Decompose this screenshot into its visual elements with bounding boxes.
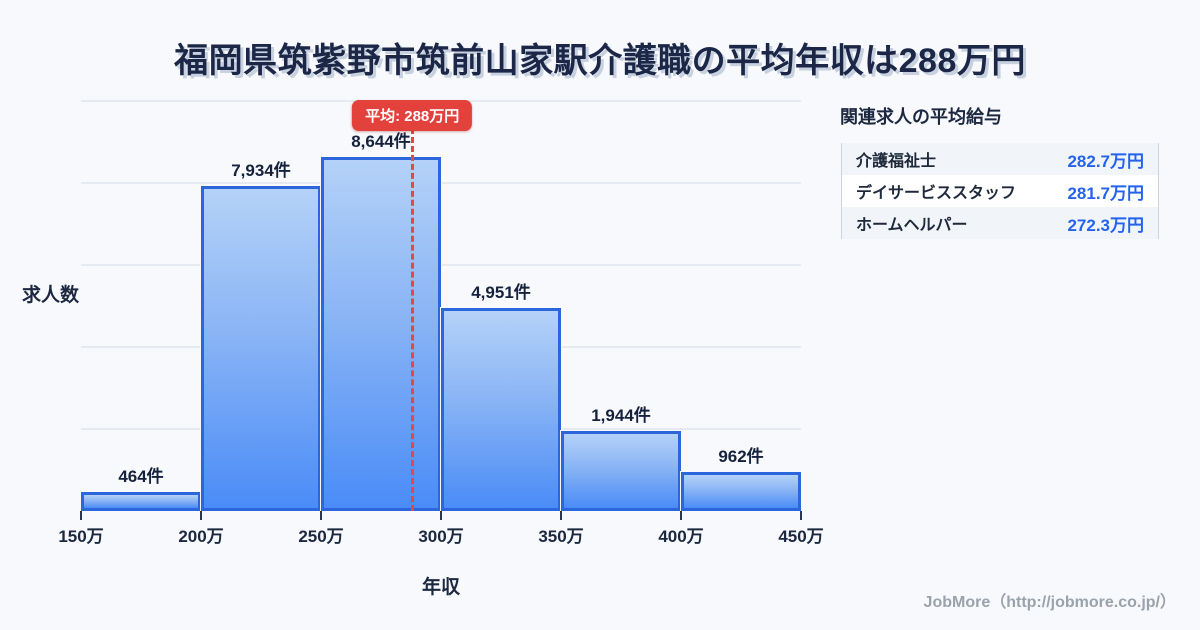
related-salaries-title: 関連求人の平均給与 [840,107,1002,127]
related-job-row: 介護福祉士 282.7万円 [842,143,1158,175]
y-axis-title: 求人数 [22,285,80,306]
gridline [81,182,801,184]
bar-value-label: 8,644件 [351,132,411,151]
x-axis-tick [80,511,82,520]
job-title: デイサービススタッフ [856,185,1017,202]
x-tick-label: 300万 [418,527,464,546]
bar-value-label: 464件 [118,467,164,486]
x-tick-label: 400万 [658,527,704,546]
histogram-bar [560,430,682,512]
x-tick-label: 150万 [58,527,104,546]
job-title: ホームヘルパー [856,217,968,234]
histogram-bar [80,491,202,512]
bar-value-label: 7,934件 [231,161,291,180]
x-axis-title: 年収 [421,577,461,598]
related-job-row: ホームヘルパー 272.3万円 [842,207,1158,239]
x-tick-label: 450万 [778,527,824,546]
job-salary: 282.7万円 [1067,151,1144,171]
x-axis-tick [320,511,322,520]
histogram-plot: 464件 7,934件 8,644件 4,951件 1,944件 962件 150万 200万… [58,100,824,546]
page-title: 福岡県筑紫野市筑前山家駅介護職の平均年収は288万円 [174,42,1026,80]
gridline [81,264,801,266]
histogram-bar [320,156,442,512]
bar-value-label: 1,944件 [591,406,651,425]
job-title: 介護福祉士 [856,153,937,170]
x-axis-tick [200,511,202,520]
bar-value-label: 4,951件 [471,283,531,302]
source-credit: JobMore（http://jobmore.co.jp/） [923,594,1176,611]
x-tick-label: 350万 [538,527,584,546]
average-salary-badge: 平均: 288万円 [352,100,473,131]
bar-value-label: 962件 [718,447,764,466]
histogram-bar [440,307,562,512]
x-axis-tick [560,511,562,520]
x-tick-label: 250万 [298,527,344,546]
x-axis-tick [800,511,802,520]
x-axis-tick [440,511,442,520]
related-job-row: デイサービススタッフ 281.7万円 [842,175,1158,207]
average-line [410,128,414,511]
related-salaries-table: 介護福祉士 282.7万円デイサービススタッフ 281.7万円ホームヘルパー 272.… [841,143,1159,239]
histogram-bar [200,185,322,512]
histogram-bar [680,471,802,512]
x-tick-label: 200万 [178,527,224,546]
x-axis-tick [680,511,682,520]
job-salary: 281.7万円 [1067,183,1144,203]
job-salary: 272.3万円 [1067,215,1144,235]
